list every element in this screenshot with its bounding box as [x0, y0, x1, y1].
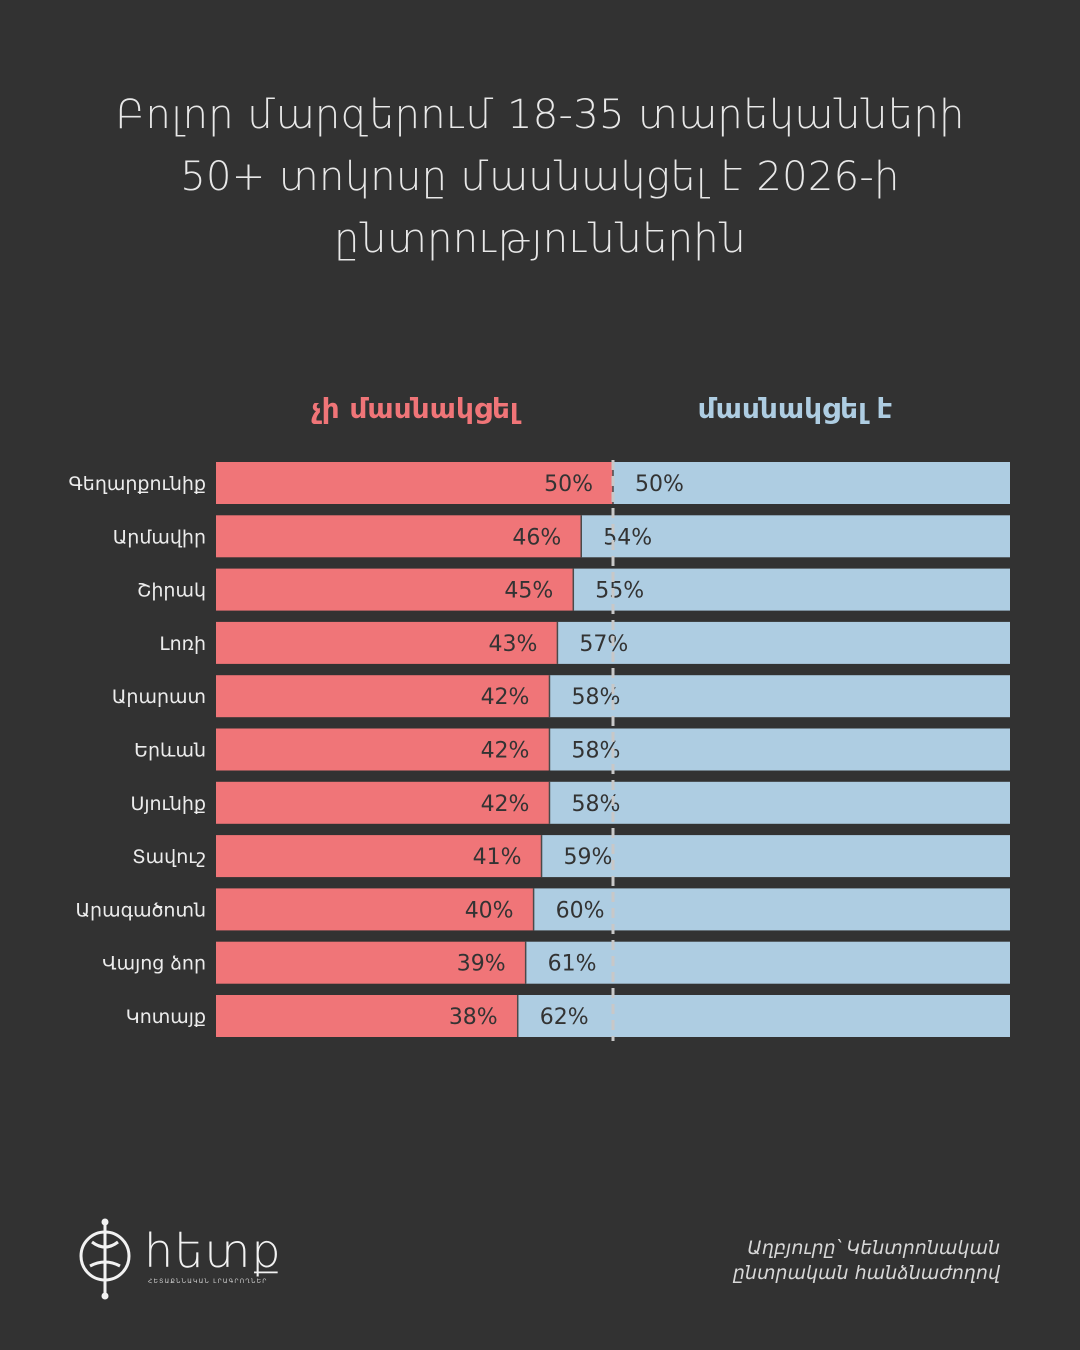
source-note: Աղբյուրը՝ Կենտրոնական ընտրական հանձնաժող… — [620, 1236, 1000, 1286]
bar-participated — [549, 728, 1010, 771]
region-label: Գեղարքունիք — [68, 473, 206, 495]
bar-not-participated — [216, 835, 542, 878]
bar-participated — [573, 568, 1010, 611]
value-label-not-participated: 43% — [489, 632, 538, 657]
bar-participated — [581, 515, 1010, 558]
value-label-not-participated: 41% — [473, 845, 522, 870]
bar-participated — [517, 995, 1010, 1037]
bar-participated — [549, 675, 1010, 718]
value-label-participated: 57% — [579, 632, 628, 657]
bar-participated — [557, 621, 1010, 664]
region-label: Վայոց ձոր — [102, 953, 206, 975]
bar-not-participated — [216, 675, 550, 718]
region-label: Արմավիր — [113, 526, 206, 548]
chart-title-line-1: Բոլոր մարզերում 18-35 տարեկանների — [115, 92, 965, 138]
bar-not-participated — [216, 621, 558, 664]
bar-participated — [541, 835, 1010, 878]
bar-participated — [525, 941, 1010, 984]
source-line-1: Աղբյուրը՝ Կենտրոնական — [747, 1237, 1000, 1259]
value-label-not-participated: 50% — [544, 472, 593, 497]
region-label: Կոտայք — [126, 1006, 206, 1028]
bar-not-participated — [216, 728, 550, 771]
value-label-participated: 59% — [564, 845, 613, 870]
legend-participated: մասնակցել է — [697, 392, 893, 425]
chart-title: Բոլոր մարզերում 18-35 տարեկանների 50+ տո… — [40, 84, 1040, 270]
bar-not-participated — [216, 888, 534, 931]
value-label-participated: 50% — [635, 472, 684, 497]
region-label: Լոռի — [159, 633, 206, 655]
bar-participated — [613, 462, 1010, 504]
bar-not-participated — [216, 568, 574, 611]
bar-not-participated — [216, 781, 550, 824]
value-label-not-participated: 42% — [481, 739, 530, 764]
value-label-not-participated: 40% — [465, 898, 514, 923]
bar-not-participated — [216, 515, 582, 558]
legend-not-participated: չի մասնակցել — [311, 392, 519, 425]
bar-not-participated — [216, 995, 518, 1037]
logo-subtitle: ՀԵՏԱՔՆՆԱԿԱՆ ԼՐԱԳՐՈՂՆԵՐ — [148, 1278, 268, 1285]
value-label-not-participated: 46% — [512, 525, 561, 550]
logo-mark-icon — [79, 1218, 131, 1300]
logo: hետք ՀԵՏԱՔՆՆԱԿԱՆ ԼՐԱԳՐՈՂՆԵՐ — [78, 1214, 288, 1304]
value-label-not-participated: 38% — [449, 1005, 498, 1030]
bar-not-participated — [216, 462, 613, 504]
logo-wordmark: hետք — [144, 1224, 283, 1278]
value-label-not-participated: 42% — [481, 685, 530, 710]
value-label-not-participated: 39% — [457, 952, 506, 977]
bar-not-participated — [216, 941, 526, 984]
region-label: Սյունիք — [130, 793, 206, 815]
value-label-not-participated: 45% — [504, 579, 553, 604]
region-label: Արարատ — [112, 686, 206, 708]
value-label-participated: 61% — [548, 952, 597, 977]
value-label-not-participated: 42% — [481, 792, 530, 817]
region-label: Երևան — [134, 740, 206, 762]
region-label: Շիրակ — [137, 580, 206, 602]
value-label-participated: 62% — [540, 1005, 589, 1030]
bar-participated — [549, 781, 1010, 824]
chart-title-line-2: 50+ տոկոսը մասնակցել է 2026-ի — [180, 154, 900, 200]
chart-title-line-3: ընտրություններին — [334, 216, 746, 262]
bar-participated — [533, 888, 1010, 931]
region-label: Արագածոտն — [75, 899, 206, 921]
region-label: Տավուշ — [132, 846, 206, 868]
value-label-participated: 60% — [556, 898, 605, 923]
value-label-participated: 54% — [603, 525, 652, 550]
value-label-participated: 55% — [595, 579, 644, 604]
source-line-2: ընտրական հանձնաժողով — [732, 1262, 1000, 1284]
